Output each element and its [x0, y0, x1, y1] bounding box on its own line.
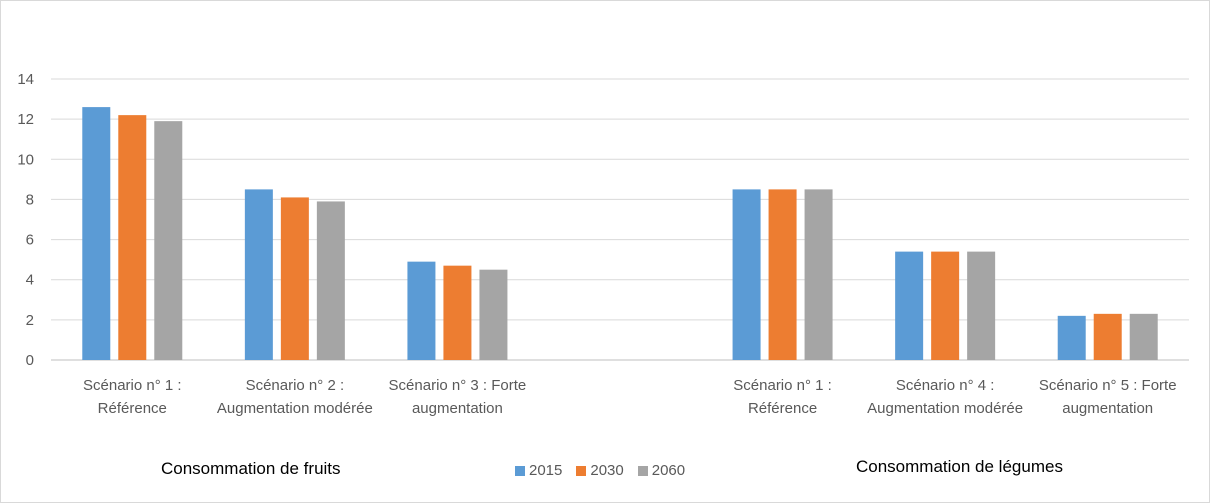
bar-2030	[931, 251, 960, 360]
bar-2060	[479, 269, 508, 360]
bar-2060	[316, 201, 345, 360]
bar-2030	[280, 197, 309, 360]
y-tick-label: 6	[26, 232, 34, 249]
y-tick-label: 10	[17, 151, 34, 168]
y-tick-label: 8	[26, 191, 34, 208]
y-tick-label: 0	[26, 352, 34, 369]
legend-label: 2060	[651, 462, 686, 479]
legend-swatch	[515, 465, 525, 476]
legend-swatch	[576, 465, 587, 476]
legend-label: 2030	[590, 462, 624, 479]
legend-item-2030: 2030	[576, 462, 624, 479]
legend: 2015 2030 2060	[515, 462, 685, 479]
y-tick-label: 4	[26, 272, 34, 289]
bar-2015	[1057, 315, 1086, 360]
group-title-legumes: Consommation de légumes	[856, 457, 1063, 476]
bar-2060	[154, 121, 183, 361]
bar-2060	[967, 251, 996, 360]
legend-label: 2015	[529, 462, 563, 479]
y-tick-label: 12	[17, 111, 34, 128]
group-title-fruits: Consommation de fruits	[161, 459, 341, 478]
bar-2060	[1129, 313, 1158, 360]
bar-2015	[244, 189, 273, 360]
bar-2015	[732, 189, 761, 360]
x-category-label: Scénario n° 4 : Augmentation modérée	[867, 377, 1024, 417]
bar-2030	[1093, 313, 1122, 360]
bar-2060	[804, 189, 833, 360]
bar-2015	[82, 107, 111, 360]
x-category-label: Scénario n° 5 : Forte augmentation	[1038, 377, 1177, 417]
y-tick-label: 2	[26, 312, 34, 329]
x-category-label: Scénario n° 2 : Augmentation modérée	[216, 377, 373, 417]
bar-2030	[118, 115, 147, 360]
y-tick-label: 14	[17, 71, 34, 88]
x-category-label: Scénario n° 3 : Forte augmentation	[388, 377, 527, 417]
bar-2030	[443, 265, 472, 360]
legend-item-2015: 2015	[515, 462, 562, 479]
x-category-label: Scénario n° 1 : Référence	[733, 377, 832, 417]
bar-2015	[407, 261, 436, 360]
legend-item-2060: 2060	[637, 462, 686, 479]
legend-swatch	[637, 465, 648, 476]
x-category-label: Scénario n° 1 : Référence	[83, 377, 182, 417]
bar-2030	[768, 189, 797, 360]
bar-2015	[895, 251, 924, 360]
